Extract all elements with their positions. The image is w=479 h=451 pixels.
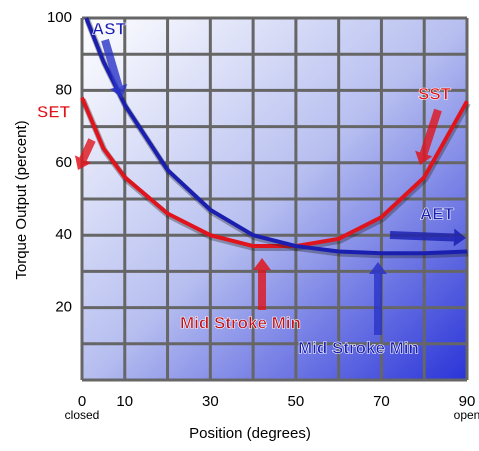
annotation: Mid Stroke Min [180,313,301,332]
arrow-head [74,155,92,170]
x-tick-label: 30 [202,393,219,410]
series-line [80,96,469,249]
x-tick-label: 90 [459,393,476,410]
x-end-label: open [454,408,479,422]
x-tick-label: 0 [78,393,86,410]
annotation: Mid Stroke Min [298,338,419,357]
arrow-head [415,150,433,165]
y-tick-label: 20 [55,299,72,316]
arrow-head [253,258,271,270]
arrow-shaft [389,231,455,242]
annotation: SST [418,84,452,103]
x-axis-label: Position (degrees) [189,425,311,442]
x-end-label: closed [65,408,100,422]
arrow-shaft [101,38,123,88]
annotation: AET [420,204,455,223]
y-tick-label: 80 [55,81,72,98]
arrow-head [369,262,387,274]
annotation: AST [92,19,127,38]
x-tick-label: 70 [373,393,390,410]
annotation: SET [37,102,71,121]
arrow-head [109,83,128,98]
x-tick-label: 10 [116,393,133,410]
arrow-shaft [79,138,96,161]
y-tick-label: 40 [55,226,72,243]
arrow-head [453,228,466,247]
y-tick-label: 60 [55,154,72,171]
arrow-shaft [419,108,442,155]
y-tick-label: 100 [47,9,72,26]
y-axis-label: Torque Output (percent) [13,120,30,279]
x-tick-label: 50 [288,393,305,410]
